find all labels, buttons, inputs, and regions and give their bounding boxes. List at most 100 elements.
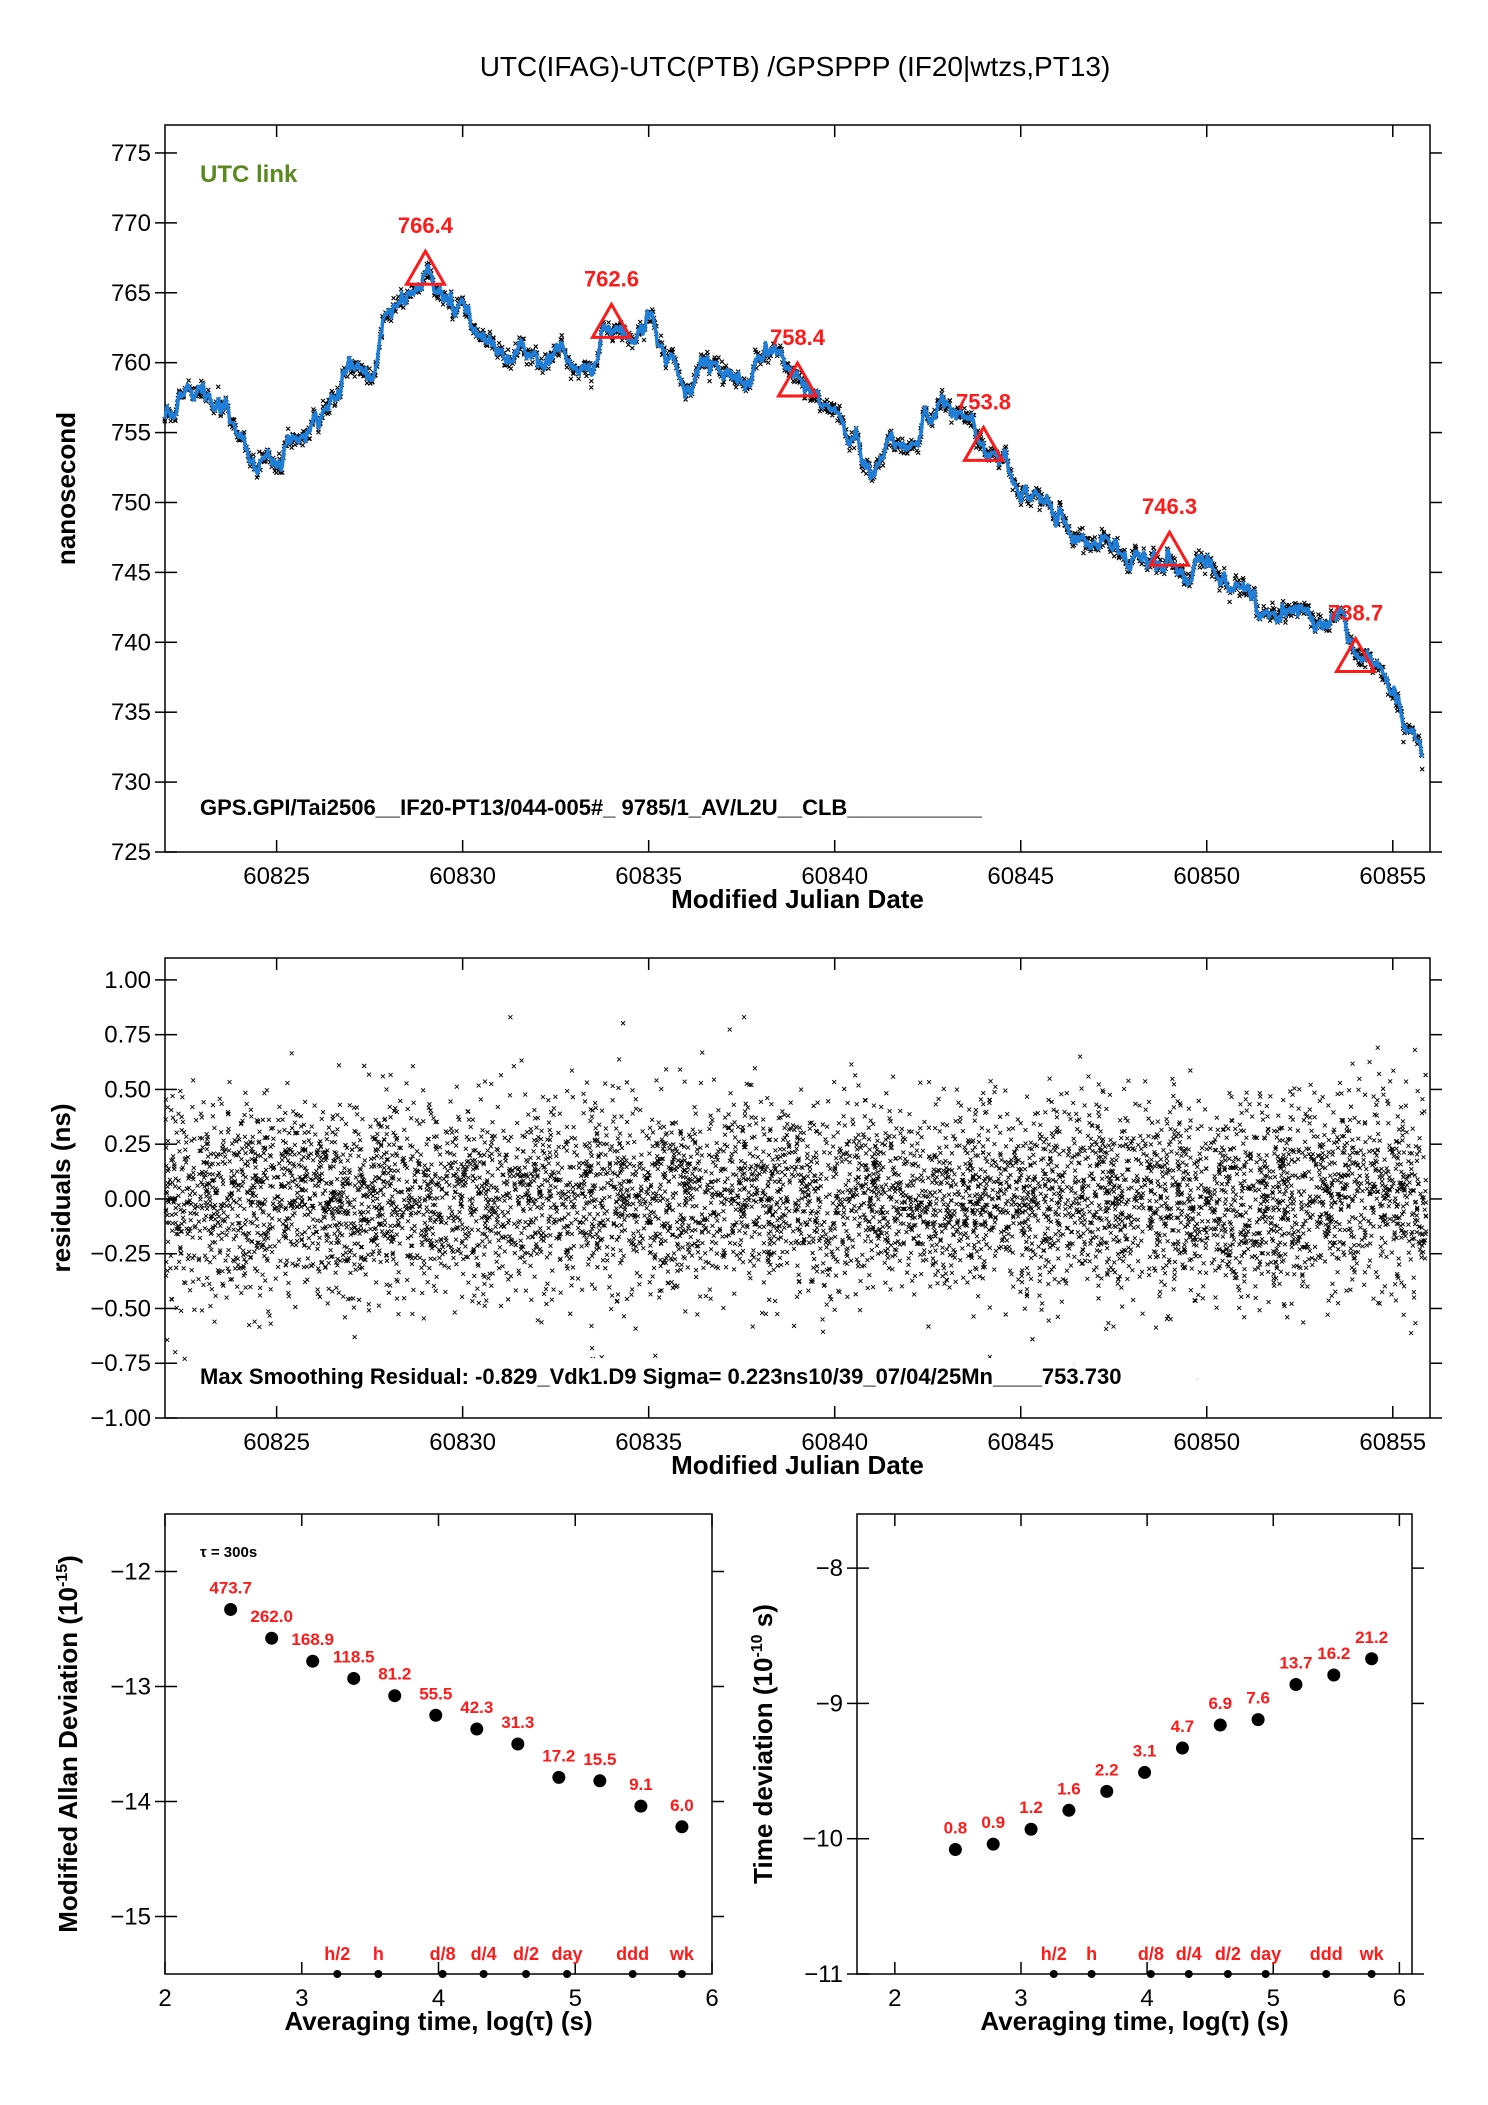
residual-point	[750, 1153, 756, 1159]
raw-point	[1232, 576, 1238, 582]
residual-point	[286, 1280, 291, 1286]
y-tick-label: 0.75	[104, 1022, 151, 1049]
residual-point	[926, 1079, 932, 1085]
residual-point	[1024, 1287, 1030, 1292]
residual-point	[466, 1230, 472, 1235]
residual-point	[197, 1228, 203, 1234]
residual-point	[1047, 1270, 1052, 1275]
residual-point	[1403, 1103, 1409, 1109]
residual-point	[437, 1152, 443, 1157]
residual-point	[1076, 1201, 1082, 1206]
residual-point	[1188, 1155, 1193, 1161]
residual-point	[811, 1103, 816, 1109]
residual-point	[333, 1270, 338, 1275]
residual-point	[522, 1165, 528, 1170]
residual-point	[1379, 1289, 1385, 1295]
residual-point	[385, 1124, 390, 1130]
residual-point	[1406, 1250, 1412, 1256]
residual-point	[607, 1166, 613, 1171]
residual-point	[1271, 1249, 1276, 1254]
y-tick-label: 760	[111, 350, 151, 377]
residual-point	[842, 1270, 848, 1276]
residual-point	[564, 1088, 570, 1094]
residual-point	[790, 1122, 796, 1128]
residual-point	[887, 1108, 892, 1114]
residual-point	[1129, 1185, 1134, 1191]
residual-point	[418, 1152, 424, 1157]
residual-point	[505, 1210, 511, 1215]
residual-point	[960, 1275, 966, 1280]
residual-point	[627, 1161, 633, 1167]
residual-point	[761, 1149, 766, 1155]
residual-point	[781, 1146, 787, 1152]
residual-point	[1086, 1183, 1091, 1189]
raw-point	[880, 463, 886, 468]
residual-point	[610, 1252, 616, 1258]
residual-point	[1149, 1157, 1154, 1163]
x-tick-label: 60845	[987, 1429, 1054, 1456]
residual-point	[1056, 1256, 1061, 1261]
residual-point	[284, 1258, 290, 1263]
residual-point	[419, 1239, 425, 1245]
residual-point	[708, 1200, 714, 1206]
residual-point	[410, 1311, 415, 1317]
main-panel: 60825 60830 60835 60840 60845 60850 6085572573…	[51, 124, 1442, 914]
raw-point	[564, 364, 570, 370]
residual-point	[957, 1257, 963, 1263]
residual-point	[324, 1238, 330, 1244]
residual-point	[782, 1159, 788, 1165]
residual-point	[1348, 1246, 1354, 1252]
residual-point	[680, 1245, 685, 1250]
residual-point	[783, 1221, 789, 1226]
residual-point	[604, 1252, 610, 1258]
raw-point	[1280, 598, 1286, 604]
raw-point	[1283, 616, 1289, 622]
residual-point	[825, 1210, 830, 1216]
residual-point	[619, 1182, 624, 1188]
residual-point	[396, 1269, 401, 1275]
residual-point	[641, 1166, 646, 1172]
residual-point	[470, 1173, 476, 1179]
raw-point	[758, 361, 763, 367]
residual-point	[404, 1179, 410, 1184]
residual-point	[567, 1311, 573, 1317]
residual-point	[794, 1146, 799, 1151]
y-axis-label: nanosecond	[51, 412, 81, 565]
residual-point	[1082, 1103, 1087, 1108]
residual-point	[430, 1231, 436, 1237]
residual-point	[1256, 1152, 1262, 1158]
y-tick-label: 1.00	[104, 967, 151, 994]
residual-point	[1046, 1318, 1052, 1323]
residual-point	[1283, 1251, 1288, 1257]
residual-point	[788, 1240, 794, 1246]
raw-point	[241, 429, 247, 435]
residual-point	[472, 1293, 477, 1298]
residual-point	[805, 1203, 810, 1208]
residual-point	[1361, 1216, 1367, 1222]
residual-point	[574, 1210, 580, 1216]
raw-point	[332, 402, 338, 407]
y-tick-label: 0.25	[104, 1131, 151, 1158]
residual-point	[824, 1236, 829, 1242]
residual-point	[1168, 1126, 1173, 1132]
residual-point	[459, 1222, 465, 1227]
raw-point	[610, 338, 615, 344]
residual-point	[1070, 1100, 1076, 1106]
x-axis-label: Modified Julian Date	[671, 884, 924, 914]
residual-point	[920, 1178, 926, 1184]
residual-point	[584, 1080, 590, 1085]
residual-point	[773, 1137, 779, 1143]
residual-point	[348, 1270, 353, 1276]
residual-point	[824, 1244, 829, 1250]
residual-point	[1410, 1243, 1416, 1248]
residual-point	[395, 1217, 401, 1223]
residual-point	[532, 1166, 537, 1171]
residual-point	[697, 1129, 703, 1134]
residual-point	[677, 1181, 682, 1187]
residual-point	[389, 1194, 395, 1199]
residual-point	[1072, 1140, 1077, 1146]
residual-point	[197, 1235, 203, 1241]
residual-point	[657, 1125, 663, 1131]
residual-point	[1309, 1176, 1314, 1182]
residual-point	[340, 1152, 346, 1157]
